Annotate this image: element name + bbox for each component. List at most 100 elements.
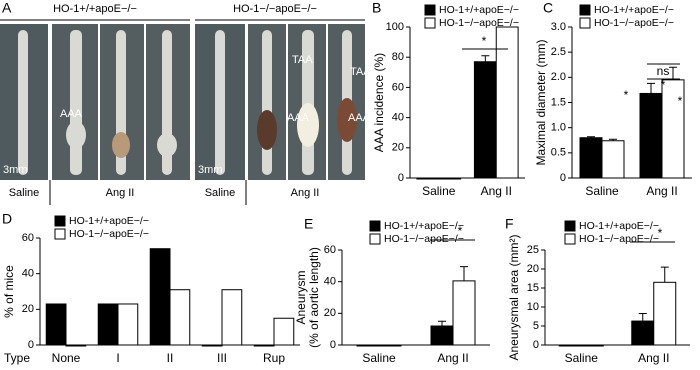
legend-swatch: [369, 220, 381, 232]
annotation: *: [661, 78, 666, 92]
panel-label: D: [2, 211, 12, 227]
error-bar: [609, 138, 617, 141]
error-bar: [638, 312, 647, 322]
y-tick-label: 0: [330, 339, 336, 351]
y-tick-label: 1.5: [551, 96, 566, 108]
arrow-label: TAA: [350, 66, 371, 78]
legend-label: HO-1+/+apoE−/−: [439, 4, 519, 16]
bar: [201, 344, 223, 347]
group-label: HO-1+/+apoE−/−: [53, 3, 137, 15]
y-tick-label: 60: [392, 81, 404, 93]
bar: [356, 344, 380, 347]
y-tick-label: 20: [22, 303, 34, 315]
legend-swatch: [424, 17, 436, 29]
y-tick-label: 0: [560, 172, 566, 184]
annotation: *: [678, 94, 683, 108]
legend-label: HO-1+/+apoE−/−: [579, 220, 659, 232]
y-tick-label: 40: [324, 276, 336, 288]
y-tick-label: 20: [324, 307, 336, 319]
bar: [117, 303, 139, 346]
annotation: *: [658, 226, 663, 240]
bar: [253, 344, 275, 347]
bar: [416, 177, 440, 180]
condition-label: Saline: [205, 187, 236, 199]
bar: [653, 281, 677, 346]
x-tick-label: II: [167, 351, 174, 365]
y-tick-label: 20: [527, 263, 539, 275]
error-bar: [460, 266, 468, 281]
y-axis-label: AAA incidence (%): [372, 53, 386, 152]
legend-swatch: [564, 233, 576, 245]
y-tick-label: 0: [398, 172, 404, 184]
x-tick-label: Ang II: [481, 184, 512, 198]
y-tick-label: 2.5: [551, 46, 566, 58]
bar: [452, 280, 476, 346]
group-label: HO-1−/−apoE−/−: [233, 3, 317, 15]
legend-label: HO-1+/+apoE−/−: [69, 215, 149, 227]
legend-swatch: [369, 233, 381, 245]
y-axis-label: Aneurysmal area (mm²): [507, 234, 521, 360]
panel-label: B: [372, 0, 381, 16]
y-tick-label: 40: [392, 112, 404, 124]
bar: [221, 289, 243, 346]
y-tick-label: 3.0: [551, 21, 566, 33]
y-tick-label: 10: [527, 301, 539, 313]
y-tick-label: 0.5: [551, 147, 566, 159]
y-tick-label: 2.0: [551, 71, 566, 83]
legend-swatch: [54, 228, 66, 240]
y-tick-label: 15: [527, 282, 539, 294]
scale-label: 3mm: [3, 164, 27, 176]
panel-label: A: [2, 0, 12, 16]
x-tick-label: Saline: [585, 184, 619, 198]
annotation: *: [624, 88, 629, 102]
legend-label: HO-1−/−apoE−/−: [384, 233, 464, 245]
legend-swatch: [579, 17, 591, 29]
condition-label: Ang II: [106, 187, 135, 199]
x-tick-label: Rup: [263, 351, 285, 365]
condition-label: Saline: [9, 187, 40, 199]
bar: [495, 26, 519, 179]
bar: [601, 140, 625, 179]
y-tick-label: 40: [22, 268, 34, 280]
bar: [639, 92, 663, 179]
bar: [149, 248, 171, 346]
legend-label: HO-1−/−apoE−/−: [439, 17, 519, 29]
arrow-label: AAA: [287, 112, 310, 124]
error-bar: [660, 266, 669, 283]
y-axis-label: Aneurysm: [294, 270, 308, 324]
bar: [378, 344, 402, 347]
y-axis-label: % of mice: [2, 265, 16, 318]
x-tick-label: Ang II: [638, 351, 669, 365]
panel-a: A HO-1+/+apoE−/− HO-1−/−apoE−/− AAA AAA …: [0, 0, 371, 205]
error-bar: [587, 136, 595, 138]
x-tick-label: None: [52, 351, 81, 365]
y-tick-label: 0: [533, 339, 539, 351]
bar: [631, 320, 655, 346]
y-axis-label: Maximal diameter (mm): [534, 39, 548, 165]
x-tick-label: III: [217, 351, 227, 365]
legend-swatch: [424, 4, 436, 16]
x-tick-label: Saline: [422, 184, 456, 198]
y-tick-label: 100: [386, 21, 404, 33]
scale-label: 3mm: [198, 164, 222, 176]
bar: [273, 317, 295, 346]
error-bar: [481, 55, 490, 62]
error-bar: [438, 320, 446, 326]
bar: [45, 303, 67, 346]
panel-label: F: [505, 216, 514, 232]
arrow-label: TAA: [292, 54, 313, 66]
legend-label: HO-1−/−apoE−/−: [579, 233, 659, 245]
aortas: [18, 30, 357, 175]
condition-label: Ang II: [291, 187, 320, 199]
x-tick-label: Saline: [565, 351, 599, 365]
bar: [65, 344, 87, 347]
arrow-label: AAA: [348, 112, 371, 124]
bar: [438, 177, 462, 180]
bar: [580, 344, 604, 347]
y-tick-label: 20: [392, 142, 404, 154]
arrow-label: AAA: [60, 108, 83, 120]
panel-label: E: [304, 216, 313, 232]
annotation: ns: [657, 64, 670, 78]
annotation: *: [482, 34, 487, 48]
bar: [169, 289, 191, 346]
